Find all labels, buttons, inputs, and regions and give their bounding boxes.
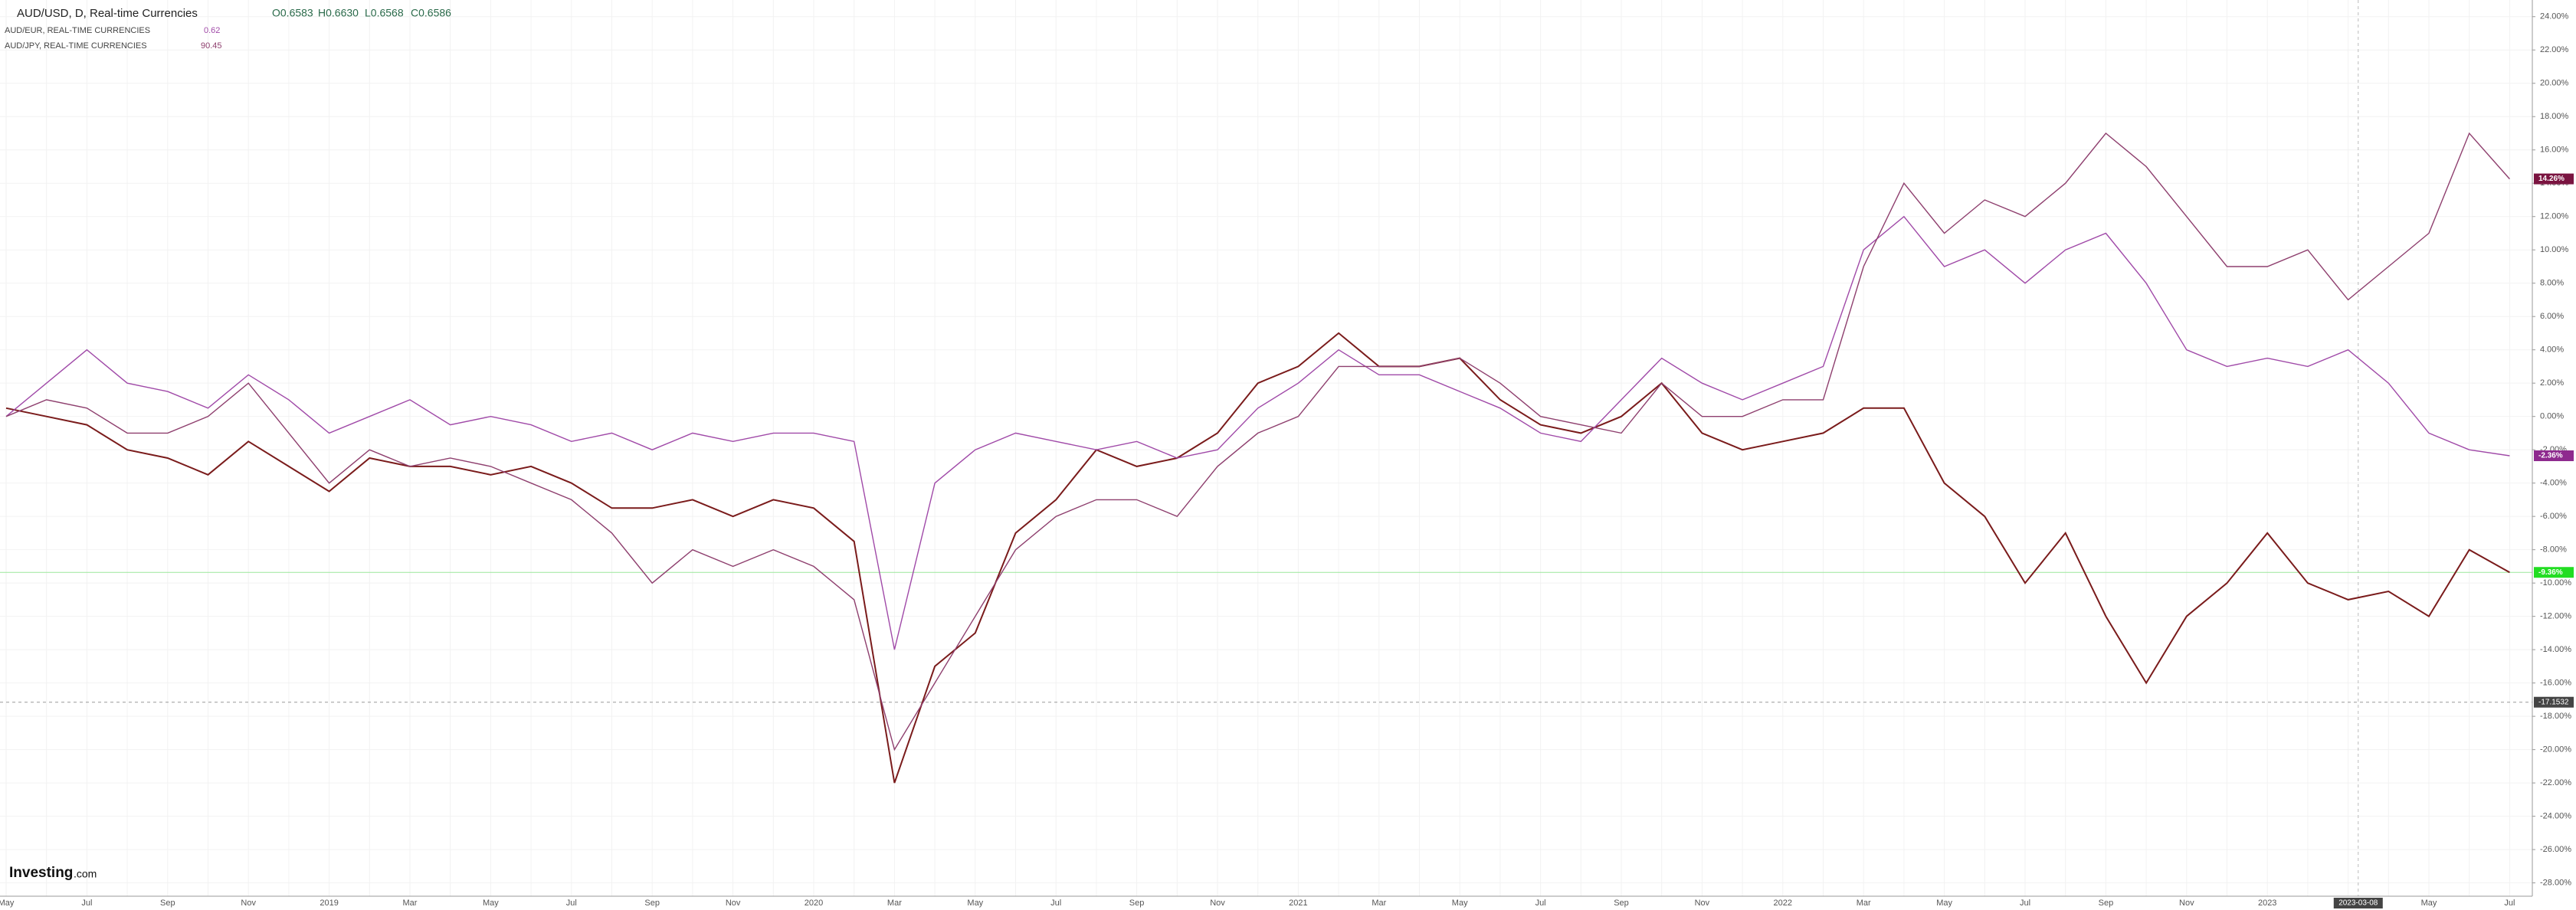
x-tick-label: Sep [2099, 899, 2114, 908]
legend-entry[interactable]: AUD/JPY, REAL-TIME CURRENCIES [5, 41, 147, 51]
y-tick-label: -4.00% [2540, 479, 2567, 488]
x-tick-label: 2023 [2258, 899, 2276, 908]
x-tick-label: Jul [2020, 899, 2030, 908]
y-tick-label: 6.00% [2540, 312, 2564, 321]
y-tick-label: -8.00% [2540, 545, 2567, 555]
x-tick-label: Nov [2179, 899, 2194, 908]
y-tick-label: -6.00% [2540, 512, 2567, 521]
y-tick-label: 4.00% [2540, 345, 2564, 355]
y-tick-label: 12.00% [2540, 212, 2569, 221]
y-tick-label: 22.00% [2540, 45, 2569, 54]
x-tick-label: 2020 [805, 899, 823, 908]
y-tick-label: -14.00% [2540, 645, 2571, 654]
x-tick-label: May [1452, 899, 1468, 908]
y-tick-label: -26.00% [2540, 845, 2571, 854]
ohlc-open: O0.6583 [272, 7, 313, 19]
x-tick-label: Sep [1129, 899, 1145, 908]
x-tick-label: Mar [887, 899, 902, 908]
x-tick-label: Nov [726, 899, 741, 908]
price-label-box [2534, 567, 2574, 578]
x-tick-label: May [483, 899, 499, 908]
y-tick-label: -12.00% [2540, 612, 2571, 621]
x-tick-label: 2021 [1289, 899, 1307, 908]
y-tick-label: -28.00% [2540, 879, 2571, 888]
price-label-box [2534, 450, 2574, 462]
y-tick-label: -20.00% [2540, 745, 2571, 755]
series-line [5, 215, 2510, 650]
x-tick-label: 2022 [1774, 899, 1792, 908]
x-tick-label: Jul [2504, 899, 2515, 908]
x-tick-label: Mar [1857, 899, 1871, 908]
crosshair-x-label: 2023-03-08 [2338, 899, 2378, 908]
y-tick-label: 0.00% [2540, 412, 2564, 421]
x-tick-label: May [0, 899, 15, 908]
legend-value: 90.45 [201, 41, 222, 51]
ohlc-close: C0.6586 [411, 7, 451, 19]
price-label: 14.26% [2538, 175, 2565, 183]
x-tick-label: 2019 [320, 899, 338, 908]
y-tick-label: 24.00% [2540, 12, 2569, 21]
x-tick-label: Jul [1535, 899, 1546, 908]
ohlc-low: L0.6568 [365, 7, 404, 19]
chart-title: AUD/USD, D, Real-time Currencies [17, 7, 198, 20]
y-tick-label: 18.00% [2540, 112, 2569, 121]
series-line [5, 332, 2510, 784]
x-tick-label: May [2421, 899, 2437, 908]
grid-layer [0, 0, 2532, 896]
legend-entry[interactable]: AUD/EUR, REAL-TIME CURRENCIES [5, 26, 150, 35]
crosshair-y-label: -17.1532 [2538, 698, 2569, 706]
price-label: -2.36% [2538, 452, 2563, 460]
price-label-box [2534, 173, 2574, 185]
crosshair-x-box [2333, 898, 2383, 908]
series-line [5, 132, 2510, 751]
logo-suffix: .com [74, 868, 97, 880]
y-tick-label: -10.00% [2540, 578, 2571, 588]
y-tick-label: 20.00% [2540, 79, 2569, 88]
x-tick-label: Jul [566, 899, 577, 908]
y-tick-label: -24.00% [2540, 812, 2571, 821]
ohlc-high: H0.6630 [318, 7, 359, 19]
y-tick-label: 10.00% [2540, 245, 2569, 254]
legend-value: 0.62 [204, 26, 220, 35]
y-tick-label: -18.00% [2540, 712, 2571, 721]
price-label: -9.36% [2538, 568, 2563, 577]
y-tick-label: 2.00% [2540, 378, 2564, 388]
x-tick-label: Nov [1210, 899, 1225, 908]
logo: Investing [9, 865, 73, 881]
y-tick-label: -16.00% [2540, 679, 2571, 688]
x-tick-label: Nov [1695, 899, 1710, 908]
x-tick-label: Jul [1050, 899, 1061, 908]
x-tick-label: Sep [1614, 899, 1629, 908]
x-tick-label: Nov [241, 899, 256, 908]
x-tick-label: Jul [81, 899, 92, 908]
x-tick-label: Mar [1372, 899, 1386, 908]
x-tick-label: Mar [403, 899, 418, 908]
x-tick-label: May [967, 899, 983, 908]
x-tick-label: Sep [160, 899, 175, 908]
y-tick-label: 8.00% [2540, 279, 2564, 288]
y-tick-label: 16.00% [2540, 146, 2569, 155]
y-tick-label: -22.00% [2540, 778, 2571, 787]
crosshair-y-box [2534, 696, 2574, 708]
x-tick-label: Sep [644, 899, 660, 908]
x-tick-label: May [1936, 899, 1952, 908]
